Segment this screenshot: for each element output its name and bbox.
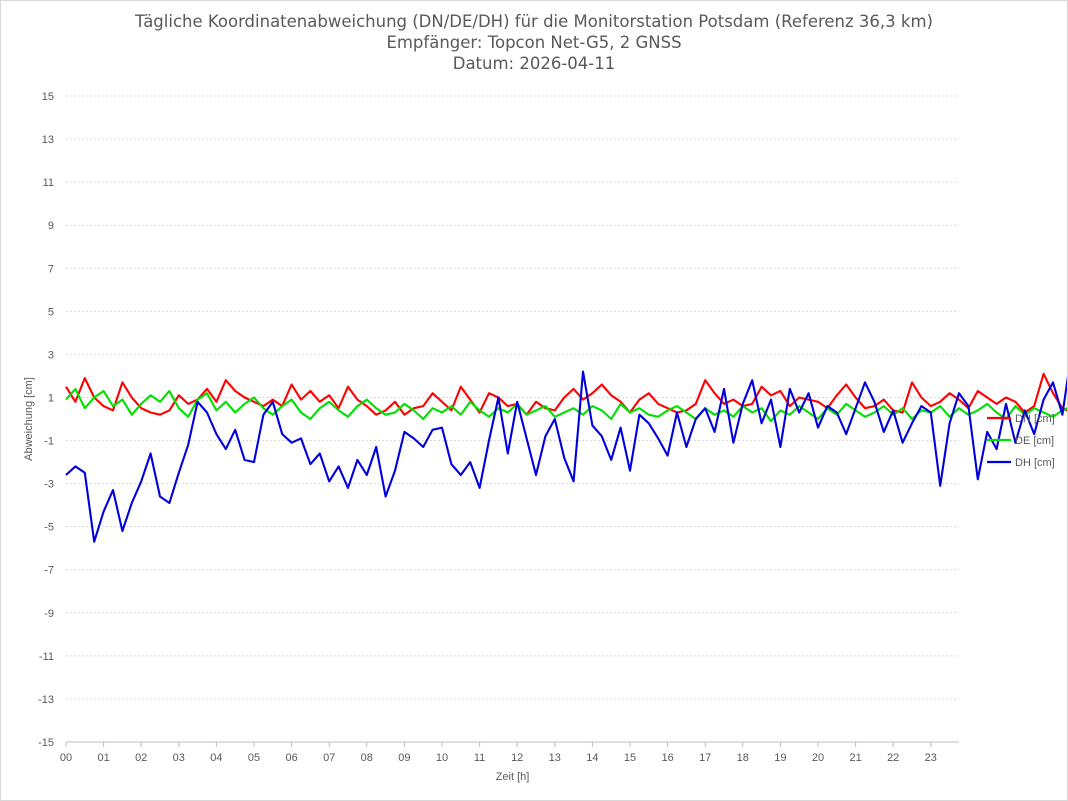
x-tick-label: 22 xyxy=(887,752,899,764)
x-tick-label: 14 xyxy=(586,752,598,764)
x-tick-label: 00 xyxy=(60,752,72,764)
y-tick-label: -15 xyxy=(38,737,54,749)
gridlines xyxy=(66,95,959,743)
x-tick-label: 05 xyxy=(248,752,260,764)
y-tick-label: -5 xyxy=(44,522,54,534)
chart-titles: Tägliche Koordinatenabweichung (DN/DE/DH… xyxy=(1,11,1067,74)
x-tick-label: 06 xyxy=(285,752,297,764)
x-tick-label: 17 xyxy=(699,752,711,764)
x-tick-label: 15 xyxy=(624,752,636,764)
x-tick-label: 11 xyxy=(474,752,485,764)
y-tick-label: -1 xyxy=(44,436,54,448)
series-lines xyxy=(65,370,1067,543)
x-tick-label: 07 xyxy=(323,752,335,764)
y-tick-label: -9 xyxy=(44,608,54,620)
legend-label: DE [cm] xyxy=(1015,435,1054,447)
legend: DN [cm] DE [cm] DH [cm] xyxy=(987,413,1055,469)
chart-subtitle-date: Datum: 2026-04-11 xyxy=(452,54,616,73)
x-axis-title: Zeit [h] xyxy=(496,771,530,783)
series-line-dh xyxy=(65,370,1067,543)
y-axis-ticks: 15 13 11 9 7 5 3 1 -1 -3 -5 -7 -9 -11 -13 -15 xyxy=(38,91,54,749)
y-tick-label: 15 xyxy=(42,91,54,103)
y-tick-label: 11 xyxy=(43,177,54,189)
chart-subtitle-receiver: Empfänger: Topcon Net-G5, 2 GNSS xyxy=(386,33,682,52)
x-tick-label: 03 xyxy=(173,752,185,764)
x-tick-label: 18 xyxy=(737,752,749,764)
x-tick-label: 12 xyxy=(511,752,523,764)
x-axis-ticks: 00 01 02 03 04 05 06 07 08 09 10 11 12 13 14 15 16 17 18 19… xyxy=(60,742,937,764)
chart-title: Tägliche Koordinatenabweichung (DN/DE/DH… xyxy=(135,12,933,31)
y-axis-title: Abweichung [cm] xyxy=(23,377,35,461)
y-tick-label: -3 xyxy=(44,479,54,491)
x-tick-label: 09 xyxy=(398,752,410,764)
y-tick-label: 7 xyxy=(48,263,54,275)
x-tick-label: 13 xyxy=(549,752,561,764)
y-tick-label: -11 xyxy=(39,651,54,663)
x-tick-label: 04 xyxy=(210,752,222,764)
y-tick-label: 1 xyxy=(48,392,54,404)
series-line-dn xyxy=(65,372,1067,416)
x-tick-label: 23 xyxy=(925,752,937,764)
series-line-de xyxy=(65,387,1067,423)
legend-label: DN [cm] xyxy=(1015,413,1055,425)
y-tick-label: -13 xyxy=(38,694,54,706)
x-tick-label: 02 xyxy=(135,752,147,764)
x-tick-label: 21 xyxy=(849,752,861,764)
x-tick-label: 08 xyxy=(361,752,373,764)
y-tick-label: 13 xyxy=(42,134,54,146)
legend-label: DH [cm] xyxy=(1015,457,1055,469)
y-tick-label: 3 xyxy=(48,349,54,361)
x-tick-label: 01 xyxy=(97,752,109,764)
y-tick-label: 5 xyxy=(48,306,54,318)
x-tick-label: 20 xyxy=(812,752,824,764)
y-tick-label: 9 xyxy=(48,220,54,232)
y-tick-label: -7 xyxy=(44,565,54,577)
x-tick-label: 10 xyxy=(436,752,448,764)
x-tick-label: 16 xyxy=(661,752,673,764)
x-tick-label: 19 xyxy=(774,752,786,764)
